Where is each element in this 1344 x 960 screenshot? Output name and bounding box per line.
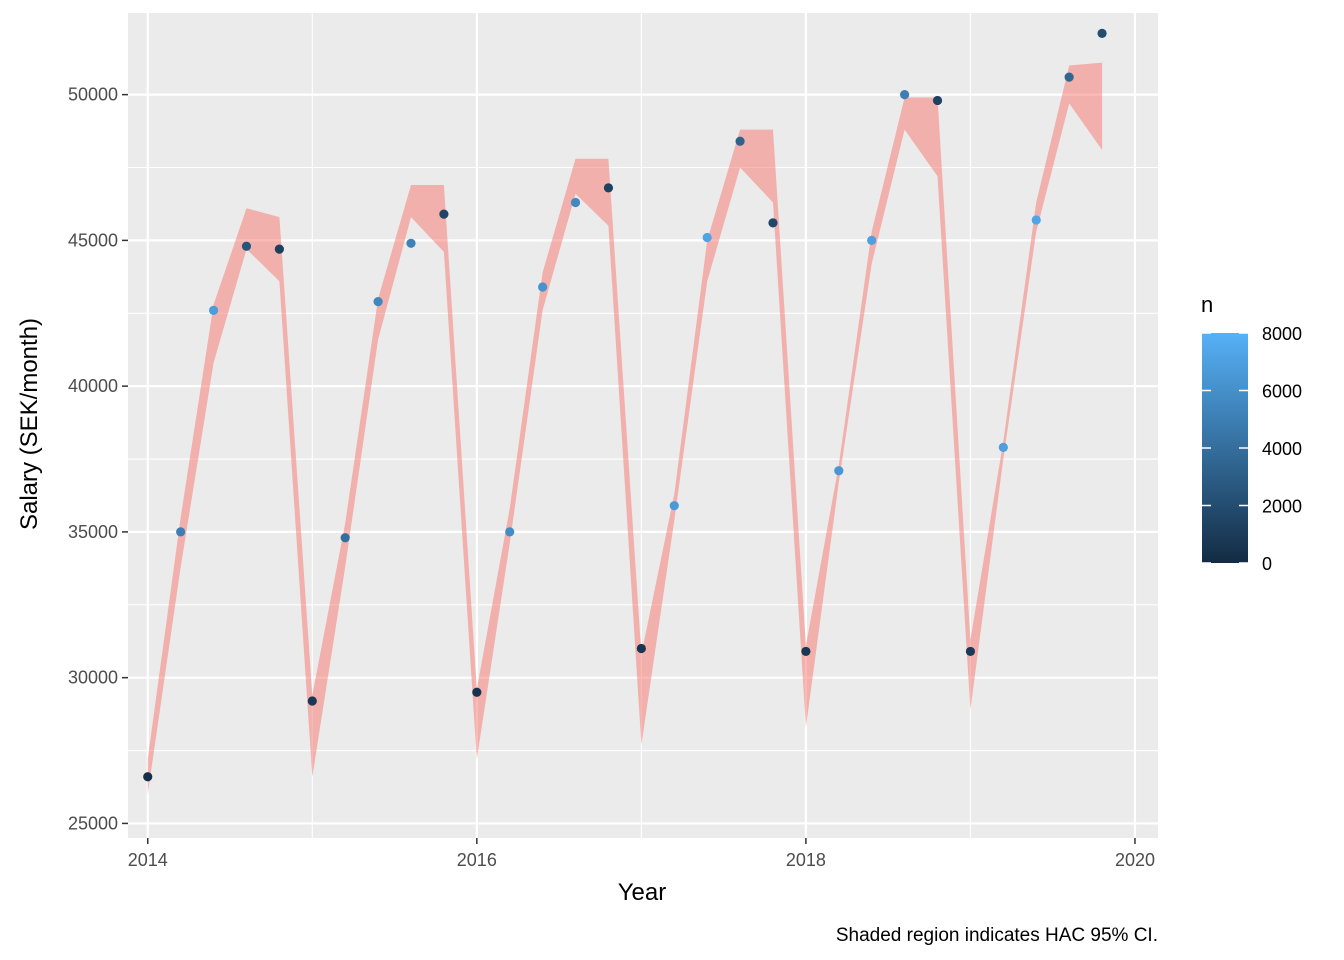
data-point <box>965 646 976 657</box>
legend: n 0 2000 4000 6000 8000 <box>1201 292 1302 574</box>
ci-band <box>147 62 1103 795</box>
y-tick-label: 30000 <box>68 668 118 688</box>
data-point <box>735 136 745 146</box>
legend-tick-label: 6000 <box>1262 382 1302 402</box>
data-point <box>669 501 679 511</box>
data-point <box>1031 215 1041 225</box>
data-point <box>538 282 548 292</box>
legend-tick-label: 8000 <box>1262 324 1302 344</box>
data-point <box>998 442 1008 452</box>
data-points <box>143 28 1107 782</box>
y-tick-label: 45000 <box>68 230 118 250</box>
data-point <box>932 95 943 106</box>
data-point <box>867 235 877 245</box>
data-point <box>768 218 778 228</box>
data-point <box>472 687 482 697</box>
legend-title: n <box>1201 292 1213 317</box>
legend-tick-label: 0 <box>1262 554 1272 574</box>
legend-tick-label: 2000 <box>1262 497 1302 517</box>
x-axis-title: Year <box>618 879 667 906</box>
data-point <box>307 696 317 706</box>
data-point <box>439 209 449 219</box>
data-point <box>406 238 416 248</box>
data-point <box>241 241 252 251</box>
caption: Shaded region indicates HAC 95% CI. <box>836 925 1158 946</box>
y-axis-title: Salary (SEK/month) <box>16 318 43 530</box>
y-tick-label: 35000 <box>68 522 118 542</box>
data-point <box>340 533 350 543</box>
data-point <box>702 232 712 243</box>
data-point <box>1097 28 1107 39</box>
data-point <box>900 90 910 100</box>
confidence-ribbon <box>147 62 1103 795</box>
data-point <box>603 183 614 193</box>
data-point <box>143 772 153 782</box>
data-point <box>570 197 581 208</box>
data-point <box>834 466 844 476</box>
y-tick-label: 40000 <box>68 376 118 396</box>
axes: 2014 2016 2018 2020 25000 30000 35000 40000 4500… <box>68 85 1155 870</box>
x-tick-label: 2020 <box>1115 850 1155 870</box>
data-point <box>505 527 515 537</box>
y-tick-label: 50000 <box>68 85 118 105</box>
y-tick-label: 25000 <box>68 813 118 833</box>
x-tick-label: 2018 <box>786 850 826 870</box>
data-point <box>176 527 186 537</box>
data-point <box>636 643 646 654</box>
x-tick-label: 2014 <box>128 850 168 870</box>
data-point <box>208 305 219 315</box>
legend-tick-label: 4000 <box>1262 439 1302 459</box>
data-point <box>274 244 284 254</box>
data-point <box>801 646 811 657</box>
x-tick-label: 2016 <box>457 850 497 870</box>
data-point <box>373 297 383 307</box>
data-point <box>1064 72 1074 82</box>
